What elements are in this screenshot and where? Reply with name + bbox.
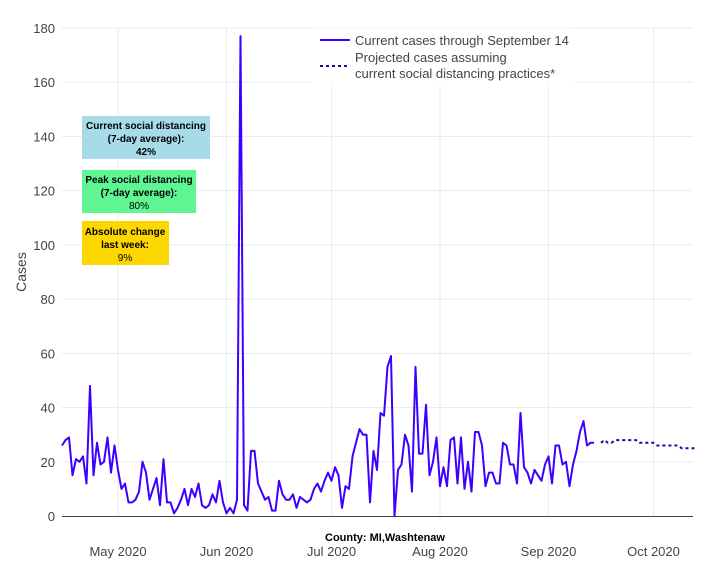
annotation-value: 9% xyxy=(118,253,133,264)
y-axis-title: Cases xyxy=(13,252,29,292)
current-cases-line xyxy=(61,35,594,517)
x-tick-label: Oct 2020 xyxy=(627,544,680,559)
legend-item-current[interactable]: Current cases through September 14 xyxy=(320,33,569,48)
x-axis: May 2020 Jun 2020 Jul 2020 Aug 2020 Sep 2020… xyxy=(89,544,679,559)
annotation-line2: (7-day average): xyxy=(108,134,185,145)
y-tick-label: 0 xyxy=(48,509,55,524)
grid xyxy=(62,27,693,516)
y-tick-label: 100 xyxy=(33,238,55,253)
y-tick-label: 120 xyxy=(33,184,55,199)
x-tick-label: May 2020 xyxy=(89,544,146,559)
annotation-peak-distancing: Peak social distancing (7-day average): … xyxy=(82,170,196,213)
x-tick-label: Aug 2020 xyxy=(412,544,468,559)
y-tick-label: 80 xyxy=(41,292,55,307)
x-tick-label: Jun 2020 xyxy=(200,544,254,559)
annotation-absolute-change: Absolute change last week: 9% xyxy=(82,221,169,265)
annotation-line2: last week: xyxy=(101,240,149,251)
x-axis-title: County: MI,Washtenaw xyxy=(325,532,445,544)
x-tick-label: Jul 2020 xyxy=(307,544,356,559)
y-axis: 0 20 40 60 80 100 120 140 160 180 xyxy=(33,21,55,524)
annotation-value: 80% xyxy=(129,201,149,212)
y-tick-label: 60 xyxy=(41,346,55,361)
legend[interactable]: Current cases through September 14 Proje… xyxy=(312,28,574,86)
annotation-box xyxy=(82,221,169,265)
annotation-current-distancing: Current social distancing (7-day average… xyxy=(82,116,210,159)
legend-item-projected[interactable]: Projected cases assuming current social … xyxy=(320,50,555,81)
y-tick-label: 160 xyxy=(33,75,55,90)
annotation-line1: Current social distancing xyxy=(86,121,206,132)
annotation-line1: Peak social distancing xyxy=(85,175,192,186)
annotation-line2: (7-day average): xyxy=(101,188,178,199)
legend-background xyxy=(312,28,574,86)
y-tick-label: 40 xyxy=(41,401,55,416)
annotation-box xyxy=(82,170,196,213)
y-tick-label: 20 xyxy=(41,455,55,470)
y-tick-label: 140 xyxy=(33,129,55,144)
x-tick-label: Sep 2020 xyxy=(521,544,577,559)
annotation-line1: Absolute change xyxy=(85,227,166,238)
series-lines xyxy=(61,35,696,517)
legend-label: Current cases through September 14 xyxy=(355,33,569,48)
annotation-value: 42% xyxy=(136,147,156,158)
legend-label-line1: Projected cases assuming xyxy=(355,50,507,65)
legend-label-line2: current social distancing practices* xyxy=(355,66,555,81)
y-tick-label: 180 xyxy=(33,21,55,36)
projected-cases-line xyxy=(600,439,696,450)
annotation-box xyxy=(82,116,210,159)
